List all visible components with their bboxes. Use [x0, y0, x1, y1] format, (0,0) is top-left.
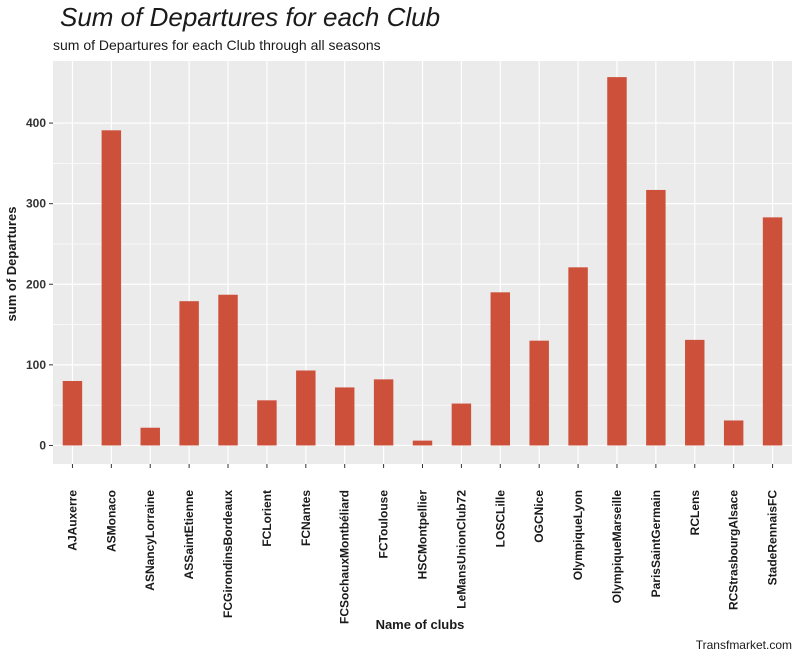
bar-RCLens [685, 339, 705, 446]
x-tick-label: HSCMontpellier [416, 490, 430, 580]
x-axis: AJAuxerre ASMonaco ASNancyLorraine ASSaintE… [65, 464, 780, 624]
x-tick-label: RCLens [688, 490, 702, 536]
x-tick-label: ASNancyLorraine [143, 490, 157, 591]
x-tick-label: StadeRennaisFC [766, 490, 780, 586]
x-tick-label: LOSCLille [493, 490, 507, 548]
y-tick-label: 100 [26, 358, 46, 372]
x-tick-label: AJAuxerre [65, 490, 79, 551]
bar-ASSaintEtienne [179, 301, 199, 446]
bar-ASMonaco [101, 130, 122, 446]
bar-FCGirondinsBordeaux [218, 294, 238, 446]
bar-RCStrasbourgAlsace [723, 420, 744, 446]
x-tick-label: FCToulouse [377, 490, 391, 559]
bar-ASNancyLorraine [140, 427, 160, 446]
x-tick-label: ASMonaco [104, 490, 118, 552]
x-tick-label: FCSochauxMontbéliard [338, 490, 352, 624]
y-tick-label: 0 [39, 438, 46, 452]
bar-FCNantes [296, 370, 316, 446]
y-tick-label: 200 [26, 277, 46, 291]
source-caption: Transfmarket.com [695, 638, 792, 652]
bar-FCToulouse [373, 379, 394, 446]
bar-HSCMontpellier [412, 440, 433, 446]
x-tick-label: RCStrasbourgAlsace [727, 490, 741, 610]
x-tick-label: OGCNice [532, 490, 546, 543]
x-tick-label: FCNantes [299, 490, 313, 546]
y-tick-label: 300 [26, 197, 46, 211]
x-tick-label: LeMansUnionClub72 [454, 490, 468, 609]
bar-LeMansUnionClub72 [451, 403, 472, 446]
chart-subtitle: sum of Departures for each Club through … [53, 37, 381, 53]
y-tick-label: 400 [26, 116, 46, 130]
x-tick-label: FCLorient [260, 490, 274, 547]
x-axis-title: Name of clubs [376, 617, 465, 632]
x-tick-label: FCGirondinsBordeaux [221, 490, 235, 618]
bar-AJAuxerre [62, 380, 83, 446]
bar-StadeRennaisFC [762, 217, 783, 446]
bar-FCLorient [257, 400, 277, 446]
bar-FCSochauxMontbéliard [334, 387, 355, 446]
y-axis-title: sum of Departures [4, 207, 19, 322]
chart-title: Sum of Departures for each Club [60, 2, 441, 32]
bar-ParisSaintGermain [646, 189, 666, 446]
bar-OGCNice [529, 340, 549, 446]
bar-OlympiqueMarseille [607, 77, 627, 446]
x-tick-label: ASSaintEtienne [182, 490, 196, 580]
x-tick-label: OlympiqueMarseille [610, 490, 624, 604]
y-axis: 0 100 200 300 400 [26, 116, 53, 452]
x-tick-label: ParisSaintGermain [649, 490, 663, 597]
bar-LOSCLille [490, 292, 511, 446]
bar-OlympiqueLyon [568, 267, 588, 446]
bars [62, 77, 783, 446]
x-tick-label: OlympiqueLyon [571, 490, 585, 580]
